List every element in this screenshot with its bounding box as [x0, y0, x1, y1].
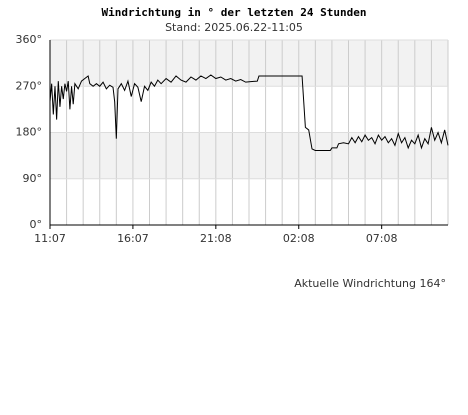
y-tick-label: 0°	[30, 218, 43, 231]
x-tick-label: 21:08	[200, 232, 232, 245]
x-tick-label: 16:07	[117, 232, 149, 245]
chart-title: Windrichtung in ° der letzten 24 Stunden	[102, 6, 367, 19]
x-tick-label: 02:08	[283, 232, 315, 245]
y-tick-label: 180°	[16, 126, 43, 139]
x-tick-label: 11:07	[34, 232, 66, 245]
y-tick-label: 360°	[16, 33, 43, 46]
chart-subtitle: Stand: 2025.06.22-11:05	[165, 21, 303, 34]
y-tick-label: 90°	[23, 172, 43, 185]
x-tick-label: 07:08	[366, 232, 398, 245]
data-line	[49, 74, 449, 151]
y-tick-label: 270°	[16, 79, 43, 92]
annotation: Aktuelle Windrichtung 164°	[294, 277, 446, 290]
